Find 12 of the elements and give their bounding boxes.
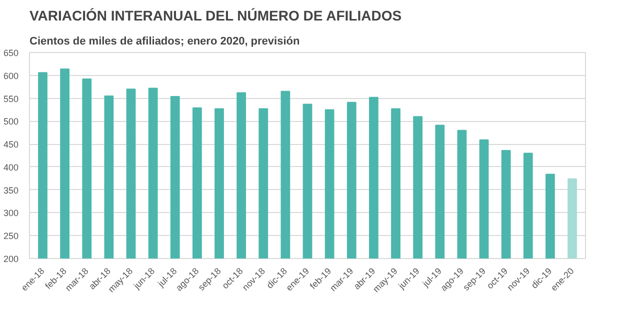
chart-subtitle: Cientos de miles de afiliados; enero 2020, previsión bbox=[30, 36, 300, 48]
y-tick-label: 500 bbox=[3, 116, 19, 127]
y-tick-label: 300 bbox=[3, 208, 19, 218]
y-tick-label: 450 bbox=[3, 140, 19, 150]
y-tick-label: 200 bbox=[3, 254, 19, 264]
chart-title: VARIACIÓN INTERANUAL DEL NÚMERO DE AFILIADOS bbox=[30, 8, 402, 24]
y-tick-label: 350 bbox=[3, 185, 19, 196]
y-tick-label: 550 bbox=[3, 94, 19, 104]
y-tick-label: 600 bbox=[3, 70, 19, 81]
y-tick-label: 650 bbox=[3, 48, 19, 58]
y-tick-label: 400 bbox=[3, 162, 19, 172]
y-tick-label: 250 bbox=[3, 231, 19, 242]
